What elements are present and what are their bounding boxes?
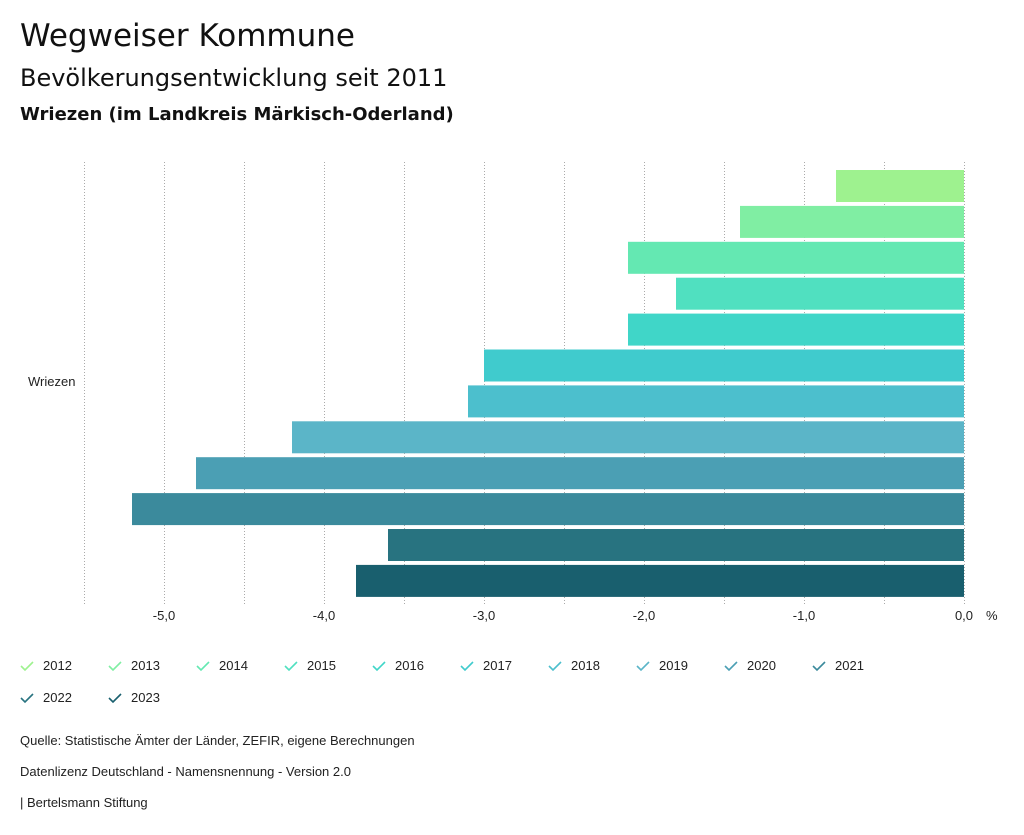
legend-item-2021[interactable]: 2021: [812, 658, 864, 673]
bar-2022[interactable]: [388, 529, 964, 561]
legend-item-2012[interactable]: 2012: [20, 658, 72, 673]
legend-item-2015[interactable]: 2015: [284, 658, 336, 673]
legend-label: 2014: [219, 658, 248, 673]
check-icon: [20, 660, 34, 671]
legend-item-2017[interactable]: 2017: [460, 658, 512, 673]
bars: [132, 170, 964, 597]
check-icon: [284, 660, 298, 671]
legend-label: 2012: [43, 658, 72, 673]
legend-label: 2021: [835, 658, 864, 673]
legend-item-2016[interactable]: 2016: [372, 658, 424, 673]
region-label: Wriezen (im Landkreis Märkisch-Oderland): [20, 104, 454, 125]
check-icon: [548, 660, 562, 671]
page-title: Wegweiser Kommune: [20, 18, 355, 54]
bar-2014[interactable]: [628, 241, 964, 274]
bar-2012[interactable]: [836, 170, 964, 202]
chart-subtitle: Bevölkerungsentwicklung seit 2011: [20, 64, 448, 92]
legend-label: 2013: [131, 658, 160, 673]
bar-2015[interactable]: [676, 277, 964, 310]
legend-label: 2023: [131, 690, 160, 705]
check-icon: [372, 660, 386, 671]
legend-label: 2015: [307, 658, 336, 673]
x-tick-label: -4,0: [313, 608, 335, 623]
legend-label: 2016: [395, 658, 424, 673]
category-label: Wriezen: [28, 374, 75, 389]
x-tick-label: -5,0: [153, 608, 175, 623]
legend-item-2018[interactable]: 2018: [548, 658, 600, 673]
unit-label: %: [986, 608, 998, 623]
bar-2021[interactable]: [132, 493, 964, 526]
legend-item-2019[interactable]: 2019: [636, 658, 688, 673]
check-icon: [20, 692, 34, 703]
x-tick-label: 0,0: [955, 608, 973, 623]
legend-item-2013[interactable]: 2013: [108, 658, 160, 673]
bar-2013[interactable]: [740, 205, 964, 238]
legend-label: 2022: [43, 690, 72, 705]
legend-item-2023[interactable]: 2023: [108, 690, 160, 705]
legend-item-2014[interactable]: 2014: [196, 658, 248, 673]
x-tick-label: -2,0: [633, 608, 655, 623]
check-icon: [460, 660, 474, 671]
license-note: Datenlizenz Deutschland - Namensnennung …: [20, 764, 351, 779]
bar-2016[interactable]: [628, 313, 964, 346]
x-tick-label: -3,0: [473, 608, 495, 623]
legend-item-2020[interactable]: 2020: [724, 658, 776, 673]
bar-2017[interactable]: [484, 349, 964, 382]
bar-chart: -5,0 -4,0 -3,0 -2,0 -1,0 0,0 Wriezen %: [28, 162, 998, 623]
legend-label: 2018: [571, 658, 600, 673]
check-icon: [108, 660, 122, 671]
x-tick-label: -1,0: [793, 608, 815, 623]
x-axis-ticks: -5,0 -4,0 -3,0 -2,0 -1,0 0,0: [153, 608, 973, 623]
check-icon: [812, 660, 826, 671]
legend-label: 2020: [747, 658, 776, 673]
check-icon: [724, 660, 738, 671]
bar-2018[interactable]: [468, 385, 964, 418]
check-icon: [108, 692, 122, 703]
bar-2020[interactable]: [196, 457, 964, 490]
check-icon: [196, 660, 210, 671]
source-note: Quelle: Statistische Ämter der Länder, Z…: [20, 733, 415, 748]
bar-2023[interactable]: [356, 564, 964, 597]
legend-label: 2017: [483, 658, 512, 673]
legend-label: 2019: [659, 658, 688, 673]
publisher-note: | Bertelsmann Stiftung: [20, 795, 148, 810]
legend-item-2022[interactable]: 2022: [20, 690, 72, 705]
check-icon: [636, 660, 650, 671]
bar-2019[interactable]: [292, 421, 964, 454]
